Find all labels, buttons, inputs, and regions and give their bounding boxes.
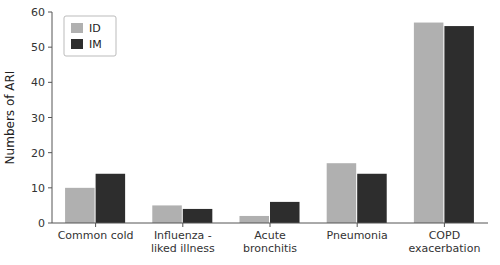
bar	[444, 26, 474, 223]
chart-svg: 0 10 20 30 40 50 60 Common cold Influenza -liked…	[0, 0, 500, 265]
x-tick-label-line: Influenza -	[154, 229, 212, 242]
x-tick-label: Common cold	[58, 229, 134, 242]
x-tick-label-line: Common cold	[58, 229, 134, 242]
x-tick	[444, 223, 445, 227]
x-tick-label-line: Pneumonia	[327, 229, 388, 242]
x-tick	[95, 223, 96, 227]
x-tick-label: Influenza -liked illness	[151, 229, 215, 255]
legend-label: ID	[89, 22, 101, 35]
legend-swatch	[71, 23, 83, 33]
bar	[239, 216, 269, 223]
y-tick-label: 60	[31, 6, 45, 19]
legend: ID IM	[64, 16, 116, 56]
x-tick-label-line: liked illness	[151, 242, 215, 255]
y-tick-label: 20	[31, 147, 45, 160]
y-tick	[48, 82, 52, 83]
x-tick	[357, 223, 358, 227]
bar	[270, 202, 300, 223]
x-tick	[270, 223, 271, 227]
legend-frame	[64, 16, 116, 56]
bar	[327, 163, 357, 223]
bar	[96, 174, 126, 223]
x-tick-label-line: bronchitis	[243, 242, 297, 255]
bar	[65, 188, 95, 223]
y-tick	[48, 117, 52, 118]
x-tick-label-line: COPD	[429, 229, 460, 242]
bar	[357, 174, 387, 223]
y-tick	[48, 152, 52, 153]
x-tick-label-line: Acute	[254, 229, 286, 242]
y-tick	[48, 47, 52, 48]
x-tick-label: COPDexacerbation	[408, 229, 480, 255]
y-tick-label: 40	[31, 76, 45, 89]
y-tick	[48, 12, 52, 13]
x-tick-label: Acutebronchitis	[243, 229, 297, 255]
y-tick-label: 10	[31, 182, 45, 195]
x-tick	[182, 223, 183, 227]
y-tick-label: 50	[31, 41, 45, 54]
legend-swatch	[71, 39, 83, 49]
bar	[152, 205, 182, 223]
y-tick	[48, 223, 52, 224]
y-axis-label: Numbers of ARI	[3, 71, 17, 165]
y-tick-label: 0	[38, 217, 45, 230]
chart-container: 0 10 20 30 40 50 60 Common cold Influenza -liked…	[0, 0, 500, 265]
bars	[65, 23, 474, 223]
bar	[414, 23, 444, 223]
y-tick-label: 30	[31, 112, 45, 125]
legend-label: IM	[89, 38, 102, 51]
bar	[183, 209, 213, 223]
x-tick-label: Pneumonia	[327, 229, 388, 242]
x-tick-label-line: exacerbation	[408, 242, 480, 255]
y-tick	[48, 187, 52, 188]
